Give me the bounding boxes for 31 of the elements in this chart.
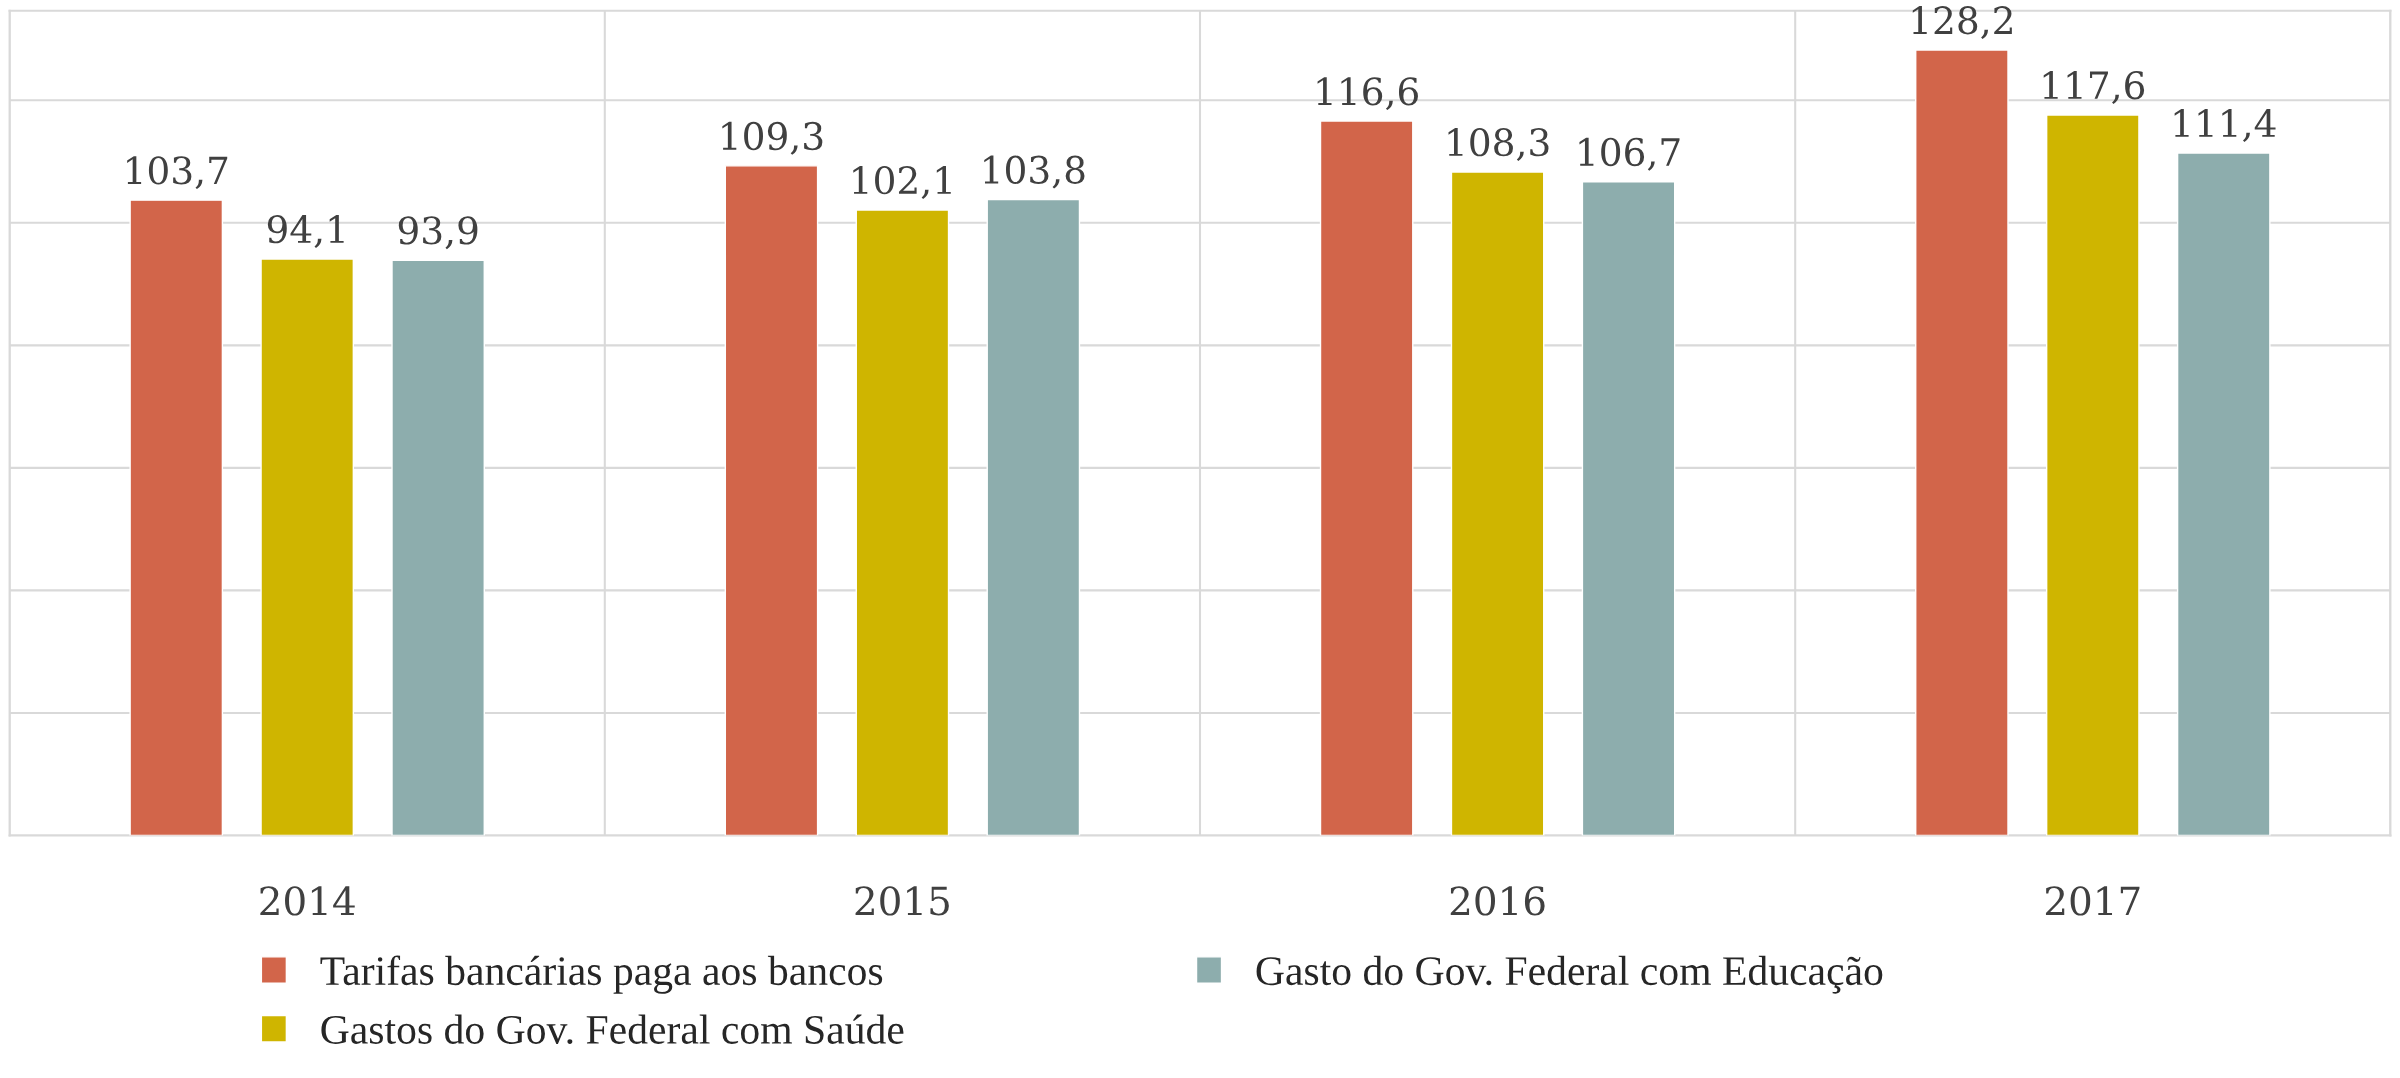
x-tick-label: 2017 bbox=[2045, 886, 2140, 916]
legend-label: Gastos do Gov. Federal com Saúde bbox=[321, 1014, 904, 1045]
data-label: 111,4 bbox=[2174, 109, 2276, 142]
data-label: 116,6 bbox=[1317, 77, 1418, 111]
data-label: 106,7 bbox=[1579, 137, 1680, 171]
data-label: 94,1 bbox=[267, 214, 344, 248]
bar bbox=[1450, 171, 1545, 836]
legend-label: Gasto do Gov. Federal com Educação bbox=[1256, 955, 1883, 994]
bar bbox=[724, 165, 819, 836]
data-label: 117,6 bbox=[2043, 71, 2145, 104]
data-label: 109,3 bbox=[722, 121, 823, 155]
x-tick-label: 2016 bbox=[1450, 886, 1545, 916]
bar bbox=[986, 198, 1081, 836]
bar bbox=[1581, 181, 1676, 836]
data-label: 108,3 bbox=[1448, 128, 1549, 161]
x-tick-label: 2014 bbox=[260, 886, 355, 916]
bar bbox=[2176, 152, 2271, 836]
x-tick-label: 2015 bbox=[855, 886, 949, 916]
legend-label: Tarifas bancárias paga aos bancos bbox=[320, 955, 883, 994]
data-label: 128,2 bbox=[1912, 6, 2012, 40]
bar bbox=[1319, 120, 1414, 836]
bar bbox=[2045, 114, 2140, 836]
data-label: 93,9 bbox=[398, 216, 478, 250]
bar bbox=[1915, 49, 2009, 836]
bar bbox=[855, 209, 950, 836]
bar bbox=[129, 199, 224, 836]
data-label: 103,8 bbox=[984, 155, 1085, 189]
data-label: 102,1 bbox=[853, 165, 951, 199]
data-label: 103,7 bbox=[127, 156, 228, 190]
bar bbox=[260, 258, 355, 836]
bar bbox=[391, 259, 485, 836]
